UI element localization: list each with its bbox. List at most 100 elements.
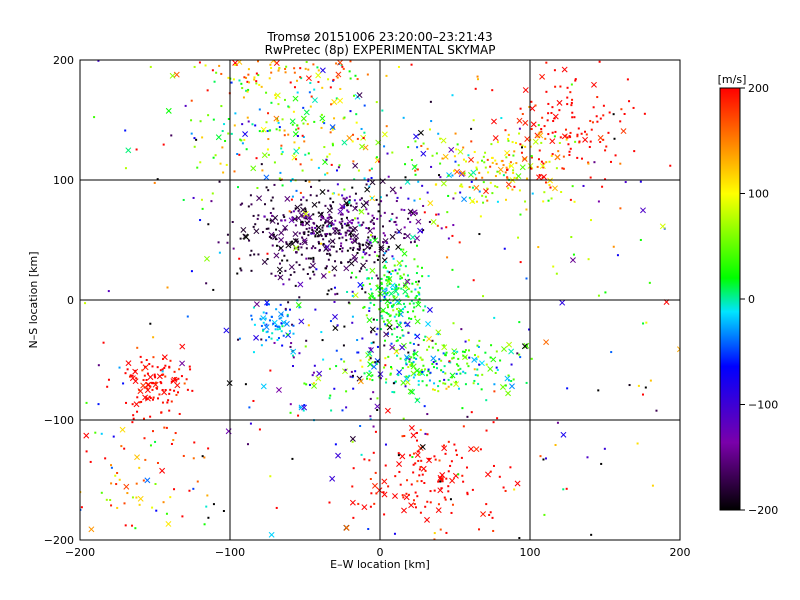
data-point: [160, 411, 163, 414]
data-point: [298, 232, 301, 235]
data-point: [298, 352, 301, 355]
data-point: [448, 360, 451, 363]
data-point: [372, 341, 375, 344]
data-point: [279, 171, 282, 174]
data-point: [298, 146, 301, 149]
data-point-cross: [381, 478, 388, 485]
data-point: [368, 254, 371, 257]
data-point: [375, 492, 378, 495]
data-point-cross: [348, 260, 355, 267]
data-point: [214, 154, 217, 157]
data-point: [231, 220, 234, 223]
data-point: [402, 496, 405, 499]
data-point-cross: [556, 99, 563, 106]
data-point: [126, 492, 129, 495]
data-point: [377, 255, 380, 258]
data-point: [338, 237, 341, 240]
data-point: [367, 236, 370, 239]
data-point: [268, 336, 271, 339]
data-point: [604, 149, 607, 152]
data-point: [362, 251, 365, 254]
data-point-cross: [119, 426, 126, 433]
data-point: [457, 285, 460, 288]
data-point: [340, 358, 343, 361]
data-point-cross: [524, 136, 531, 143]
data-point: [387, 276, 390, 279]
data-point: [355, 238, 358, 241]
data-point-cross: [402, 282, 409, 289]
data-point: [504, 171, 507, 174]
data-point-cross: [142, 394, 149, 401]
data-point: [413, 240, 416, 243]
data-point: [287, 105, 290, 108]
data-point: [547, 112, 550, 115]
data-point: [551, 131, 554, 134]
data-point: [480, 388, 483, 391]
data-point-cross: [303, 109, 310, 116]
data-point: [385, 250, 388, 253]
data-point: [482, 155, 485, 158]
data-point: [550, 197, 553, 200]
data-point: [461, 350, 464, 353]
data-point: [189, 368, 192, 371]
data-point: [236, 153, 239, 155]
data-point: [538, 149, 541, 152]
data-point: [328, 248, 331, 251]
data-point: [278, 327, 281, 330]
data-point: [624, 181, 627, 184]
data-point-cross: [125, 147, 132, 154]
data-point: [282, 334, 285, 337]
data-point: [356, 137, 359, 140]
data-point: [387, 485, 390, 488]
data-point: [396, 354, 399, 357]
data-point: [261, 231, 264, 234]
data-point: [370, 234, 373, 237]
data-point: [359, 425, 362, 428]
data-point: [352, 234, 355, 237]
data-point: [393, 221, 396, 224]
data-point-cross: [522, 119, 529, 126]
data-point: [313, 120, 316, 123]
data-point-cross: [505, 181, 512, 188]
data-point: [413, 351, 416, 354]
data-point: [272, 233, 275, 236]
data-point: [401, 494, 404, 497]
data-point: [508, 165, 511, 168]
data-point: [585, 133, 588, 136]
data-point: [391, 391, 394, 394]
data-point: [346, 229, 349, 232]
data-point: [161, 389, 164, 392]
data-point-cross: [137, 495, 144, 502]
chart-title: Tromsø 20151006 23:20:00–23:21:43: [266, 30, 492, 44]
data-point: [355, 202, 358, 205]
data-point: [351, 294, 354, 297]
data-point-cross: [331, 99, 338, 105]
data-point: [274, 328, 277, 331]
data-point: [503, 247, 506, 250]
data-point: [155, 381, 158, 384]
data-point-cross: [284, 195, 291, 202]
data-point: [393, 298, 396, 301]
data-point-cross: [547, 177, 554, 184]
data-point-cross: [441, 344, 448, 351]
data-point-cross: [506, 341, 513, 348]
data-point: [210, 200, 213, 203]
data-point: [562, 155, 565, 158]
data-point-cross: [253, 334, 260, 341]
data-point: [384, 234, 387, 237]
data-point: [476, 78, 479, 81]
data-point: [320, 126, 323, 129]
data-point: [367, 242, 370, 245]
data-point: [246, 90, 249, 93]
data-point-cross: [454, 168, 461, 175]
data-point: [370, 176, 373, 179]
data-point: [365, 241, 368, 244]
data-point-cross: [260, 383, 267, 390]
data-point: [570, 236, 573, 239]
data-point: [221, 146, 224, 149]
data-point: [253, 323, 256, 326]
data-point-cross: [215, 134, 222, 141]
data-point: [540, 128, 543, 131]
data-point: [305, 227, 308, 230]
data-point-cross: [292, 245, 299, 252]
